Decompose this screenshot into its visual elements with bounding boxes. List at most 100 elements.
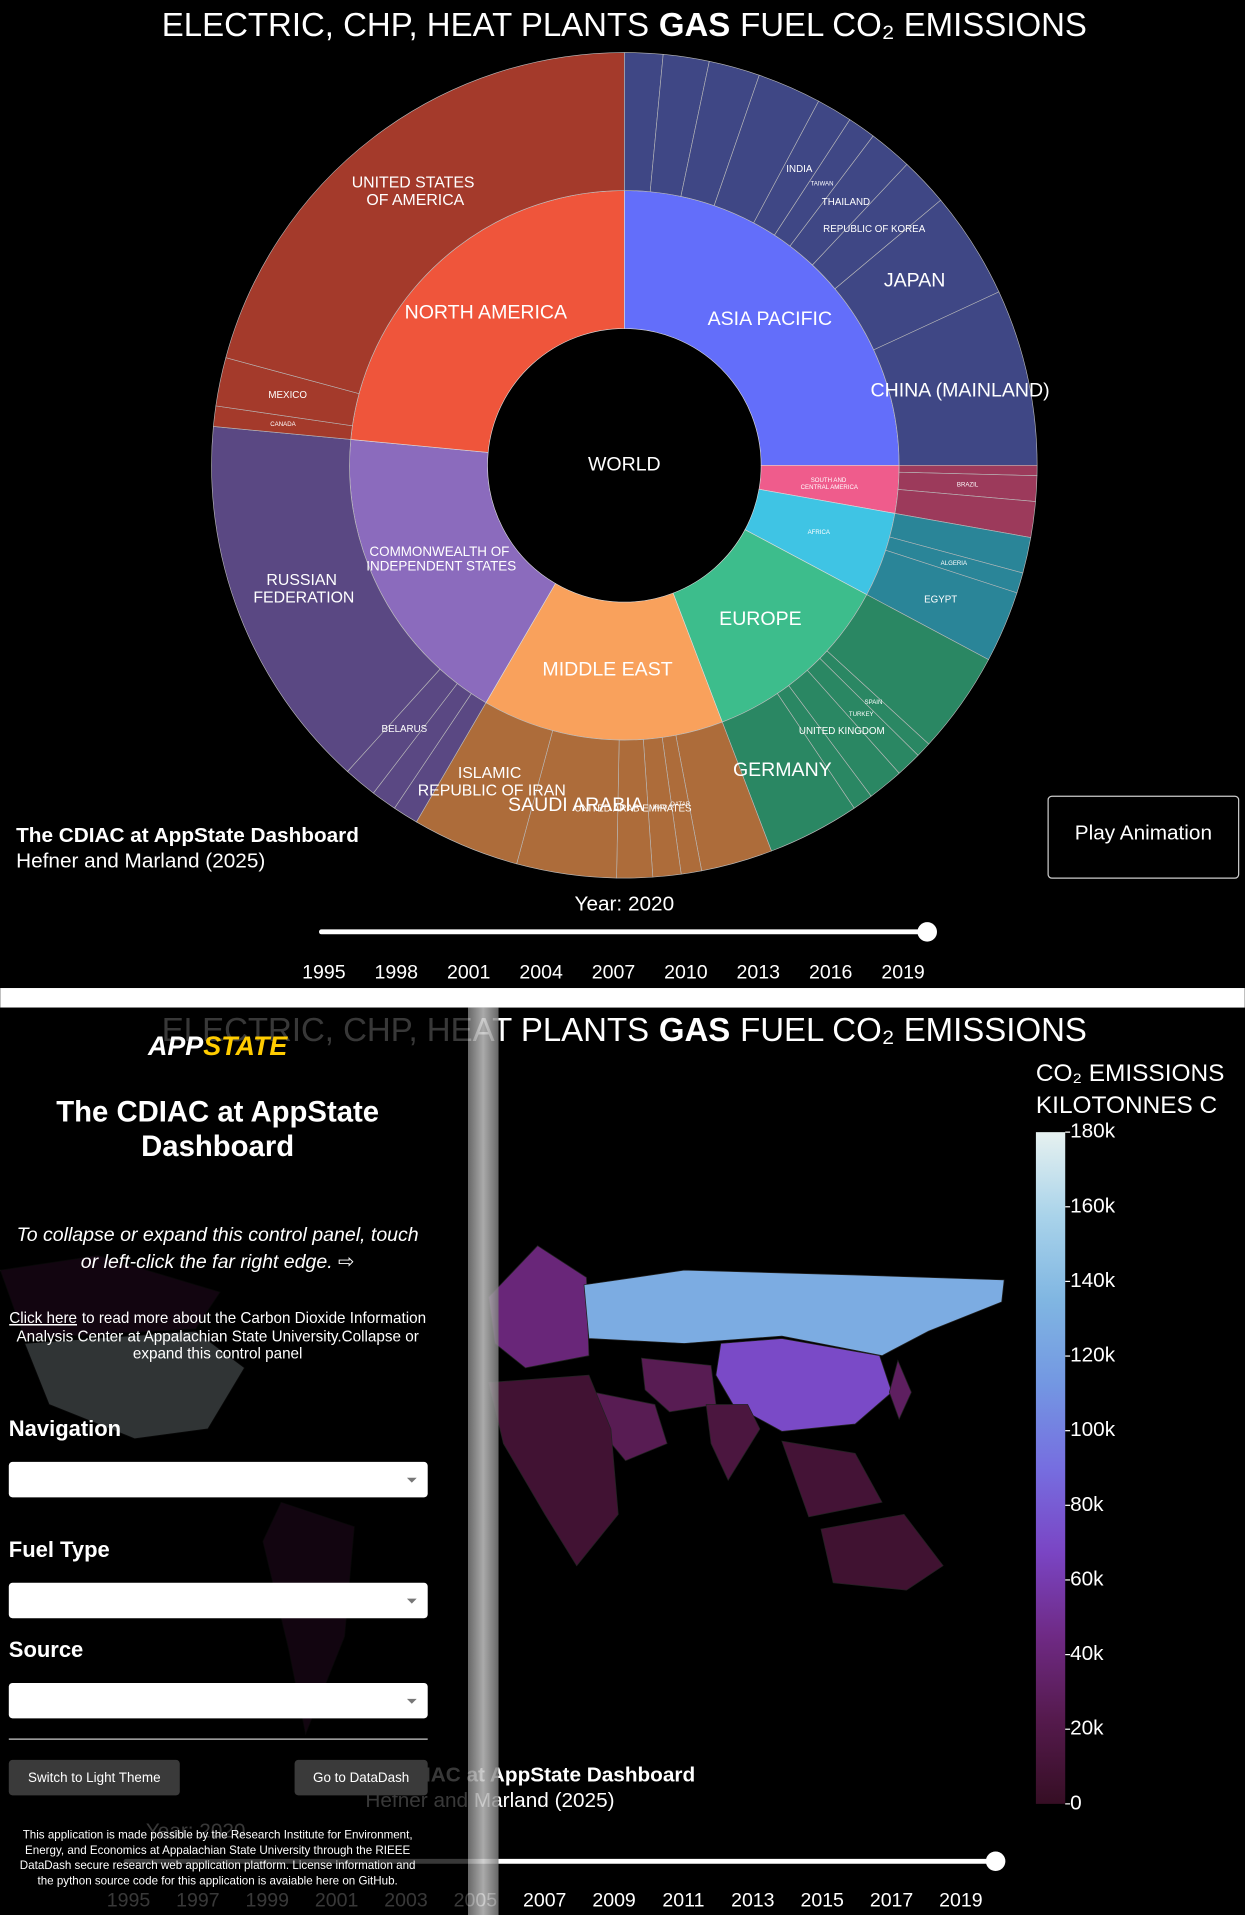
title-part: GAS <box>659 1011 730 1048</box>
country-label: JAPAN <box>884 269 946 291</box>
country-label: GERMANY <box>733 759 832 781</box>
country-label: TAIWAN <box>811 181 834 188</box>
title-part: GAS <box>659 6 730 43</box>
panel-collapse-handle[interactable] <box>468 1007 499 1915</box>
dropdown[interactable] <box>8 1461 428 1498</box>
label-line: RUSSIAN <box>266 572 341 589</box>
country-label: SAUDI ARABIA <box>508 794 644 816</box>
about-text: Click here to read more about the Carbon … <box>9 1310 426 1327</box>
dropdown-value[interactable]: Electric, CHP, Heat Plants <box>19 1692 195 1709</box>
credit-authors: Hefner and Marland (2025) <box>16 850 265 873</box>
about-line: Analysis Center at Appalachian State Uni… <box>16 1328 418 1345</box>
separator <box>0 988 1245 1008</box>
country-label: CANADA <box>270 421 296 428</box>
logo-part: STATE <box>203 1031 288 1061</box>
country-label: INDIA <box>786 164 813 175</box>
dropdown-value[interactable]: Carbon Emissions Atlas <box>19 1471 180 1488</box>
country-area <box>715 1338 893 1432</box>
footer-line: Energy, and Economics at Appalachian Sta… <box>25 1844 410 1857</box>
country-label: UNITED ARAB EMIRATES <box>574 804 692 815</box>
country-wedge <box>225 52 625 395</box>
region-label: NORTH AMERICA <box>405 301 567 323</box>
dropdown[interactable] <box>8 1582 428 1619</box>
play-button[interactable] <box>1047 795 1240 879</box>
slider-tick-label: 2019 <box>881 962 924 984</box>
slider-tick-label: 2007 <box>592 962 635 984</box>
slider-knob[interactable] <box>917 922 937 942</box>
label-line: COMMONWEALTH OF <box>369 543 513 558</box>
slider-tick-label: 1995 <box>302 962 346 984</box>
about-link[interactable]: Click here <box>9 1310 77 1327</box>
panel-button[interactable] <box>294 1759 428 1796</box>
footer-line: This application is made possible by the… <box>23 1829 413 1842</box>
country-label: BRAZIL <box>957 481 979 488</box>
slider-tick-label: 2017 <box>870 1890 913 1912</box>
slider-knob[interactable] <box>985 1851 1006 1872</box>
colorbar-tick-label: 80k <box>1070 1493 1104 1516</box>
region-label: ASIA PACIFIC <box>708 308 832 330</box>
dropdown-arrow <box>406 1477 417 1483</box>
dropdown-label: Navigation <box>9 1416 121 1441</box>
country-area <box>781 1440 883 1518</box>
country-label: ISLAMIC REPUBLIC OF IRAN <box>418 765 566 799</box>
country-label: ALGERIA <box>941 560 968 567</box>
country-label: EGYPT <box>924 594 957 605</box>
colorbar-tick-label: 140k <box>1070 1269 1116 1292</box>
label-line: ISLAMIC <box>458 765 526 782</box>
region-label: COMMONWEALTH OF INDEPENDENT STATES <box>366 543 516 573</box>
country-wedge <box>211 426 441 772</box>
country-area <box>888 1359 912 1421</box>
colorbar-tick-label: 60k <box>1070 1567 1104 1590</box>
center-hole <box>488 329 760 601</box>
region-label: SOUTH AND CENTRAL AMERICA <box>801 477 859 491</box>
dropdown-label: Fuel Type <box>9 1537 110 1562</box>
credit-title: The CDIAC at AppState Dashboard <box>16 824 359 847</box>
label-line: INDEPENDENT STATES <box>366 558 516 573</box>
slider-tick-label: 2009 <box>592 1890 635 1912</box>
country-area <box>583 1269 1005 1357</box>
slider-tick-label: 2010 <box>664 962 708 984</box>
footer-line: DataDash secure research web application… <box>20 1859 416 1872</box>
colorbar-tick-label: 40k <box>1070 1642 1104 1665</box>
region-label: AFRICA <box>808 529 831 536</box>
country-label: TURKEY <box>849 711 874 718</box>
label-line: CENTRAL AMERICA <box>801 483 859 490</box>
logo-part: APP <box>147 1031 203 1061</box>
colorbar-title: CO₂ EMISSIONS <box>1036 1060 1224 1087</box>
logo: APPSTATE <box>147 1031 288 1061</box>
slider-tick-label: 2004 <box>519 962 563 984</box>
slider-tick-label: 2016 <box>809 962 852 984</box>
colorbar-tick-label: 20k <box>1070 1717 1104 1740</box>
colorbar <box>1035 1132 1066 1804</box>
colorbar-title: KILOTONNES C <box>1036 1092 1217 1119</box>
about-line: to read more about the Carbon Dioxide In… <box>82 1310 426 1327</box>
slider-tick-label: 2001 <box>447 962 490 984</box>
dropdown-value[interactable]: Gas Fossil Fuels Only <box>19 1592 169 1609</box>
dropdown-arrow <box>406 1598 417 1604</box>
country-label: SPAIN <box>865 699 883 706</box>
country-label: CHINA (MAINLAND) <box>871 380 1050 402</box>
panel-button[interactable] <box>8 1759 180 1796</box>
panel-heading: The CDIAC at AppState <box>56 1096 379 1129</box>
colorbar-tick-label: 180k <box>1070 1120 1116 1143</box>
slider-tick-label: 2007 <box>523 1890 566 1912</box>
dropdown[interactable] <box>8 1682 428 1719</box>
region-label: EUROPE <box>719 608 801 630</box>
colorbar-tick-label: 100k <box>1070 1418 1116 1441</box>
play-button-label[interactable]: Play Animation <box>1075 822 1212 845</box>
chart-title: ELECTRIC, CHP, HEAT PLANTS GAS FUEL CO₂ EM… <box>162 6 1087 43</box>
panel-button-label[interactable]: Switch to Light Theme <box>28 1770 161 1785</box>
country-label: UNITED STATES OF AMERICA <box>352 175 479 209</box>
region-label: MIDDLE EAST <box>542 659 672 681</box>
panel-hint: or left-click the far right edge. ⇨ <box>81 1251 355 1273</box>
country-label: IRAQ <box>652 804 667 811</box>
country-label: UNITED KINGDOM <box>799 726 885 737</box>
colorbar-tick-label: 160k <box>1070 1194 1116 1217</box>
country-area <box>705 1404 761 1481</box>
title-part: FUEL CO₂ EMISSIONS <box>740 1011 1087 1048</box>
panel-button-label[interactable]: Go to DataDash <box>313 1770 409 1785</box>
label-line: FEDERATION <box>253 590 354 607</box>
colorbar-tick-label: 120k <box>1070 1344 1116 1367</box>
